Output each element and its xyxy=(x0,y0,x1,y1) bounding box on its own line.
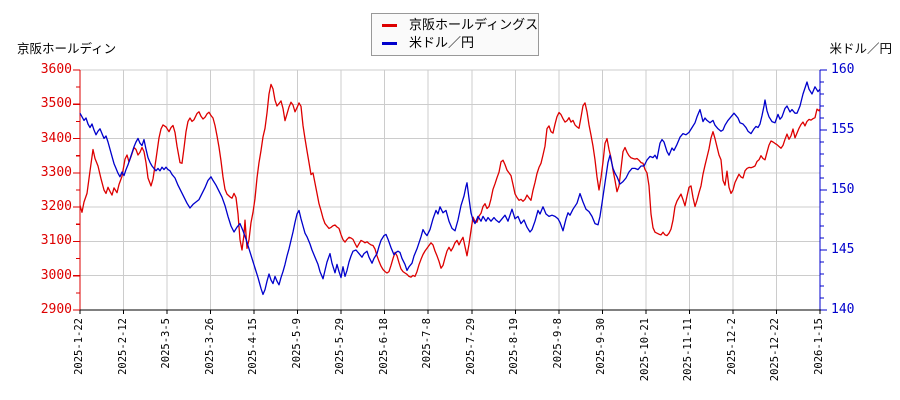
left-axis-tick-label: 2900 xyxy=(40,302,72,317)
date-axis-tick-label: 2025-6-18 xyxy=(377,318,390,375)
date-axis-tick-label: 2025-1-22 xyxy=(73,318,85,375)
date-axis-tick-label: 2025-9-8 xyxy=(551,318,564,369)
right-axis-tick-label: 145 xyxy=(831,242,855,257)
date-axis-tick-label: 2025-11-11 xyxy=(682,318,695,382)
legend: 京阪ホールディングス 米ドル／円 xyxy=(371,13,539,56)
usdjpy-line xyxy=(79,81,821,296)
legend-item-stock: 京阪ホールディングス xyxy=(382,17,538,34)
blue-line-swatch xyxy=(382,41,397,45)
date-axis-tick-label: 2025-3-5 xyxy=(160,318,173,369)
left-axis-tick-label: 3500 xyxy=(40,96,72,112)
date-axis-tick-label: 2025-10-21 xyxy=(638,318,651,382)
date-axis-tick-label: 2025-8-19 xyxy=(508,318,521,375)
date-axis-tick-label: 2025-3-26 xyxy=(203,318,216,375)
date-axis-tick-label: 2025-12-22 xyxy=(769,318,782,382)
left-axis-tick-label: 3400 xyxy=(40,130,72,146)
left-axis-title: 京阪ホールディン xyxy=(17,41,117,56)
left-axis-tick-label: 3600 xyxy=(40,62,72,77)
right-axis-title: 米ドル／円 xyxy=(829,41,892,56)
date-axis-tick-label: 2025-4-15 xyxy=(247,318,260,375)
left-axis-tick-label: 3100 xyxy=(40,233,72,249)
date-axis-tick-label: 2025-5-9 xyxy=(290,318,303,369)
red-line-swatch xyxy=(382,24,397,28)
left-axis-tick-label: 3300 xyxy=(40,164,72,180)
date-axis-tick-label: 2025-7-8 xyxy=(421,318,434,369)
date-axis-tick-label: 2025-7-29 xyxy=(464,318,477,375)
legend-item-usdjpy: 米ドル／円 xyxy=(382,35,528,52)
date-axis-tick-label: 2026-1-15 xyxy=(813,318,825,375)
right-axis-tick-label: 155 xyxy=(831,122,855,137)
left-axis-tick-label: 3000 xyxy=(40,267,72,283)
legend-label-stock: 京阪ホールディングス xyxy=(409,18,539,34)
date-axis-tick-label: 2025-5-29 xyxy=(334,318,347,375)
legend-label-usdjpy: 米ドル／円 xyxy=(409,35,475,51)
right-axis-tick-label: 140 xyxy=(831,302,855,317)
right-axis-tick-label: 150 xyxy=(831,182,855,197)
date-axis-tick-label: 2025-2-12 xyxy=(116,318,129,375)
right-axis-tick-label: 160 xyxy=(831,62,855,77)
date-axis-tick-label: 2025-12-2 xyxy=(725,318,738,375)
stock-price-line xyxy=(79,83,821,278)
left-axis-tick-label: 3200 xyxy=(40,199,72,215)
date-axis-tick-label: 2025-9-30 xyxy=(595,318,608,375)
